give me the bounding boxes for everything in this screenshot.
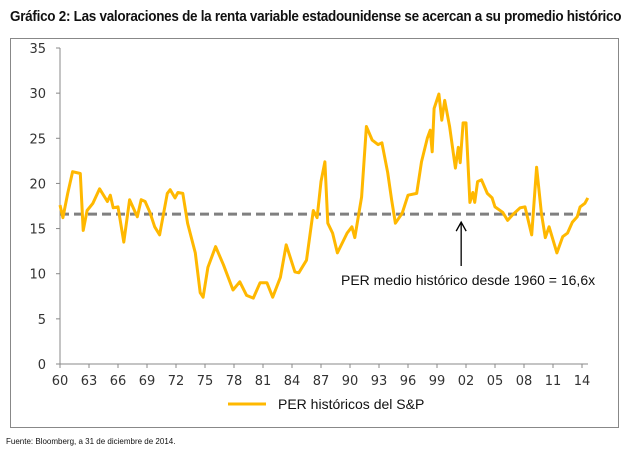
x-tick-label: 05	[487, 374, 504, 389]
legend-label: PER históricos del S&P	[278, 396, 424, 412]
x-tick-label: 72	[168, 374, 185, 389]
series-line-per	[58, 92, 590, 300]
x-tick-label: 93	[371, 374, 388, 389]
x-tick-label: 96	[400, 374, 417, 389]
x-tick-label: 63	[81, 374, 98, 389]
y-tick-label: 30	[29, 87, 46, 102]
x-tick-label: 75	[197, 374, 214, 389]
x-tick-label: 14	[574, 374, 591, 389]
x-tick-label: 08	[516, 374, 533, 389]
x-tick-label: 90	[342, 374, 359, 389]
x-tick-label: 69	[139, 374, 156, 389]
y-tick-label: 10	[29, 268, 46, 283]
x-tick-label: 84	[284, 374, 301, 389]
y-tick-label: 20	[29, 177, 46, 192]
x-tick-label: 81	[255, 374, 272, 389]
x-tick-label: 11	[545, 374, 562, 389]
annotation-label: PER medio histórico desde 1960 = 16,6x	[341, 272, 595, 288]
source-note: Fuente: Bloomberg, a 31 de diciembre de …	[6, 437, 176, 446]
y-tick-label: 35	[29, 42, 46, 57]
x-tick-label: 02	[458, 374, 475, 389]
y-tick-label: 0	[38, 358, 46, 373]
chart-title: Gráfico 2: Las valoraciones de la renta …	[10, 9, 622, 25]
x-tick-label: 87	[313, 374, 330, 389]
chart-frame	[10, 38, 619, 428]
arrow-head-icon	[455, 220, 467, 232]
x-tick-label: 60	[52, 374, 69, 389]
y-tick-label: 25	[29, 132, 46, 147]
x-tick-label: 99	[429, 374, 446, 389]
y-tick-label: 15	[29, 223, 46, 238]
x-tick-label: 66	[110, 374, 127, 389]
x-tick-label: 78	[226, 374, 243, 389]
y-tick-label: 5	[38, 313, 46, 328]
